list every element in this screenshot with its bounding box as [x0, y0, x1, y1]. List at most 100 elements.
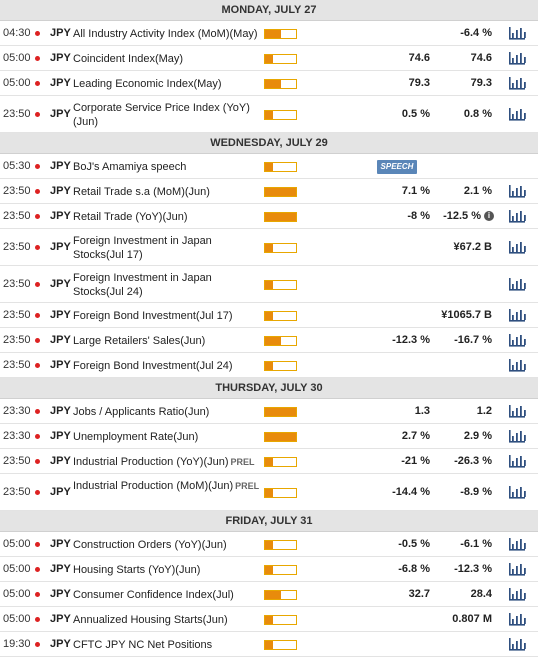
event-currency: JPY	[50, 184, 71, 197]
chart-icon[interactable]	[508, 184, 526, 198]
chart-icon[interactable]	[508, 51, 526, 65]
event-row[interactable]: 05:00 JPY Coincident Index(May) 74.6 74.6	[0, 46, 538, 71]
importance-bar	[264, 242, 297, 253]
event-name[interactable]: Foreign Investment in Japan Stocks(Jul 1…	[73, 234, 263, 262]
chart-icon[interactable]	[508, 107, 526, 121]
event-time: 23:50	[3, 358, 31, 371]
chart-icon[interactable]	[508, 404, 526, 418]
event-row[interactable]: 23:50 JPY Large Retailers' Sales(Jun) -12.3…	[0, 328, 538, 353]
event-name[interactable]: Foreign Bond Investment(Jul 17)	[73, 309, 263, 323]
chart-icon[interactable]	[508, 308, 526, 322]
event-time: 23:30	[3, 429, 31, 442]
chart-icon[interactable]	[508, 76, 526, 90]
event-name[interactable]: Jobs / Applicants Ratio(Jun)	[73, 405, 263, 419]
chart-icon[interactable]	[508, 562, 526, 576]
event-row[interactable]: 05:00 JPY Consumer Confidence Index(Jul) 32…	[0, 582, 538, 607]
chart-icon[interactable]	[508, 612, 526, 626]
event-name-text[interactable]: Foreign Bond Investment(Jul 17)	[73, 309, 233, 322]
event-name-text[interactable]: Foreign Investment in Japan Stocks(Jul 2…	[73, 271, 212, 298]
event-name[interactable]: Industrial Production (YoY)(Jun) PREL	[73, 455, 263, 469]
event-name-text[interactable]: Jobs / Applicants Ratio(Jun)	[73, 405, 210, 418]
event-row[interactable]: 19:30 JPY CFTC JPY NC Net Positions	[0, 632, 538, 657]
event-row[interactable]: 23:50 JPY Foreign Investment in Japan Stoc…	[0, 229, 538, 266]
event-name-text[interactable]: Consumer Confidence Index(Jul)	[73, 588, 234, 601]
event-name[interactable]: Construction Orders (YoY)(Jun)	[73, 538, 263, 552]
event-name[interactable]: Unemployment Rate(Jun)	[73, 430, 263, 444]
event-name[interactable]: Industrial Production (MoM)(Jun) PREL	[73, 479, 263, 493]
event-row[interactable]: 23:50 JPY Foreign Investment in Japan Stoc…	[0, 266, 538, 303]
event-row[interactable]: 05:00 JPY Leading Economic Index(May) 79.3 7…	[0, 71, 538, 96]
event-name-text[interactable]: Annualized Housing Starts(Jun)	[73, 613, 228, 626]
event-actual-value: -12.3 %	[392, 333, 430, 346]
importance-fill	[265, 407, 296, 416]
event-name-text[interactable]: Coincident Index(May)	[73, 52, 184, 65]
event-name-text[interactable]: Retail Trade s.a (MoM)(Jun)	[73, 185, 210, 198]
event-row[interactable]: 05:00 JPY Construction Orders (YoY)(Jun) -0…	[0, 532, 538, 557]
event-row[interactable]: 04:30 JPY All Industry Activity Index (MoM…	[0, 21, 538, 46]
event-name-text[interactable]: Construction Orders (YoY)(Jun)	[73, 538, 227, 551]
event-name[interactable]: Consumer Confidence Index(Jul)	[73, 588, 263, 602]
event-name[interactable]: CFTC JPY NC Net Positions	[73, 638, 263, 652]
event-row[interactable]: 23:50 JPY Industrial Production (YoY)(Jun)…	[0, 449, 538, 474]
info-icon[interactable]: i	[484, 210, 494, 221]
event-name-text[interactable]: BoJ's Amamiya speech	[73, 160, 187, 173]
chart-icon[interactable]	[508, 485, 526, 499]
chart-icon[interactable]	[508, 454, 526, 468]
event-name[interactable]: Foreign Bond Investment(Jul 24)	[73, 359, 263, 373]
chart-icon[interactable]	[508, 429, 526, 443]
chart-icon[interactable]	[508, 637, 526, 651]
event-name-text[interactable]: Large Retailers' Sales(Jun)	[73, 334, 206, 347]
event-name[interactable]: All Industry Activity Index (MoM)(May)	[73, 27, 263, 41]
event-name[interactable]: BoJ's Amamiya speech	[73, 160, 263, 174]
event-currency: JPY	[50, 159, 71, 172]
event-name-text[interactable]: Industrial Production (YoY)(Jun)	[73, 455, 229, 468]
chart-icon[interactable]	[508, 358, 526, 372]
event-name[interactable]: Foreign Investment in Japan Stocks(Jul 2…	[73, 271, 263, 299]
event-row[interactable]: 23:50 JPY Foreign Bond Investment(Jul 17) ¥…	[0, 303, 538, 328]
event-name[interactable]: Housing Starts (YoY)(Jun)	[73, 563, 263, 577]
chart-icon[interactable]	[508, 333, 526, 347]
event-name-text[interactable]: Housing Starts (YoY)(Jun)	[73, 563, 201, 576]
event-name[interactable]: Retail Trade s.a (MoM)(Jun)	[73, 185, 263, 199]
event-row[interactable]: 23:30 JPY Unemployment Rate(Jun) 2.7 % 2.9 %	[0, 424, 538, 449]
event-row[interactable]: 23:50 JPY Industrial Production (MoM)(Jun)…	[0, 474, 538, 511]
event-name[interactable]: Coincident Index(May)	[73, 52, 263, 66]
event-name[interactable]: Retail Trade (YoY)(Jun)	[73, 210, 263, 224]
day-header: FRIDAY, JULY 31	[0, 511, 538, 532]
event-row[interactable]: 23:50 JPY Corporate Service Price Index (Y…	[0, 96, 538, 133]
consensus-text: 2.1 %	[463, 184, 492, 197]
event-name-text[interactable]: Corporate Service Price Index (YoY)(Jun)	[73, 101, 250, 128]
event-name-text[interactable]: Unemployment Rate(Jun)	[73, 430, 199, 443]
event-name-text[interactable]: Industrial Production (MoM)(Jun)	[73, 479, 234, 492]
event-name[interactable]: Corporate Service Price Index (YoY)(Jun)	[73, 101, 263, 129]
chart-icon[interactable]	[508, 240, 526, 254]
chart-icon[interactable]	[508, 587, 526, 601]
chart-icon[interactable]	[508, 209, 526, 223]
chart-icon[interactable]	[508, 537, 526, 551]
event-row[interactable]: 05:30 JPY BoJ's Amamiya speech SPEECH	[0, 154, 538, 179]
event-name-text[interactable]: Leading Economic Index(May)	[73, 77, 222, 90]
japan-flag-icon	[35, 641, 40, 647]
event-name-text[interactable]: Retail Trade (YoY)(Jun)	[73, 210, 188, 223]
event-name-text[interactable]: Foreign Bond Investment(Jul 24)	[73, 359, 233, 372]
chart-icon[interactable]	[508, 277, 526, 291]
event-row[interactable]: 05:00 JPY Annualized Housing Starts(Jun) 0.…	[0, 607, 538, 632]
event-row[interactable]: 23:50 JPY Retail Trade (YoY)(Jun) -8 % -12.5…	[0, 204, 538, 229]
importance-bar	[264, 614, 297, 625]
event-name[interactable]: Leading Economic Index(May)	[73, 77, 263, 91]
event-name[interactable]: Large Retailers' Sales(Jun)	[73, 334, 263, 348]
event-currency: JPY	[50, 404, 71, 417]
japan-flag-icon	[35, 541, 40, 547]
event-row[interactable]: 23:50 JPY Retail Trade s.a (MoM)(Jun) 7.1 %…	[0, 179, 538, 204]
event-row[interactable]: 23:30 JPY Jobs / Applicants Ratio(Jun) 1.3 1…	[0, 399, 538, 424]
event-name-text[interactable]: CFTC JPY NC Net Positions	[73, 638, 213, 651]
event-name[interactable]: Annualized Housing Starts(Jun)	[73, 613, 263, 627]
event-name-text[interactable]: Foreign Investment in Japan Stocks(Jul 1…	[73, 234, 212, 261]
chart-icon[interactable]	[508, 26, 526, 40]
event-row[interactable]: 23:50 JPY Foreign Bond Investment(Jul 24)	[0, 353, 538, 378]
consensus-text: -16.7 %	[454, 333, 492, 346]
event-time: 05:00	[3, 76, 31, 89]
event-name-text[interactable]: All Industry Activity Index (MoM)(May)	[73, 27, 258, 40]
event-consensus-value: 74.6	[471, 52, 492, 64]
event-row[interactable]: 05:00 JPY Housing Starts (YoY)(Jun) -6.8 % -…	[0, 557, 538, 582]
